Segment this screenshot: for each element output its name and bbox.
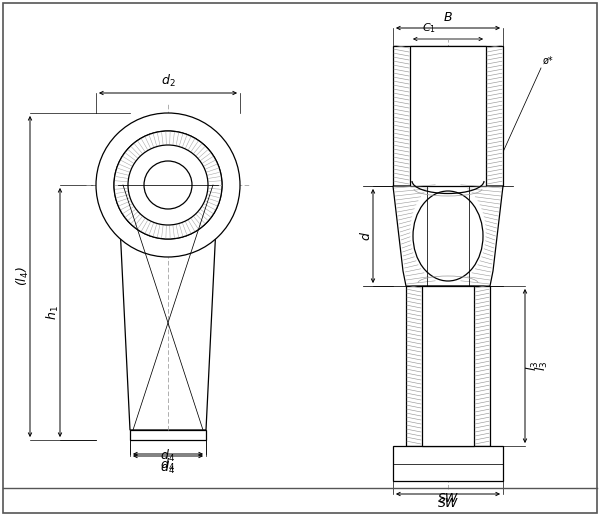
Text: d$_2$: d$_2$ — [161, 73, 175, 89]
Text: ø*: ø* — [543, 56, 554, 66]
Circle shape — [96, 113, 240, 257]
Text: h$_1$: h$_1$ — [45, 305, 61, 320]
Text: d$_4$: d$_4$ — [160, 448, 176, 464]
Text: SW: SW — [438, 492, 458, 505]
Text: d$_4$: d$_4$ — [160, 460, 176, 476]
Circle shape — [114, 131, 222, 239]
Text: d$_3$: d$_3$ — [440, 461, 455, 477]
Bar — [410, 46, 486, 186]
Text: l$_3$: l$_3$ — [534, 361, 550, 371]
Polygon shape — [393, 186, 503, 286]
Polygon shape — [118, 185, 218, 430]
Text: d$_3$: d$_3$ — [440, 453, 455, 469]
Ellipse shape — [413, 191, 483, 281]
Circle shape — [114, 131, 222, 239]
Bar — [422, 286, 474, 446]
Text: l$_3$: l$_3$ — [525, 361, 541, 371]
Bar — [393, 46, 503, 186]
Text: SW: SW — [438, 497, 458, 510]
Bar — [130, 430, 206, 440]
Circle shape — [128, 145, 208, 225]
Text: (l$_4$): (l$_4$) — [15, 266, 31, 286]
Text: d: d — [359, 232, 373, 240]
Text: B: B — [443, 11, 452, 24]
Bar — [406, 286, 490, 446]
Text: d$_4$: d$_4$ — [160, 457, 176, 473]
Text: C$_1$: C$_1$ — [422, 21, 436, 35]
Bar — [393, 446, 503, 481]
Circle shape — [144, 161, 192, 209]
